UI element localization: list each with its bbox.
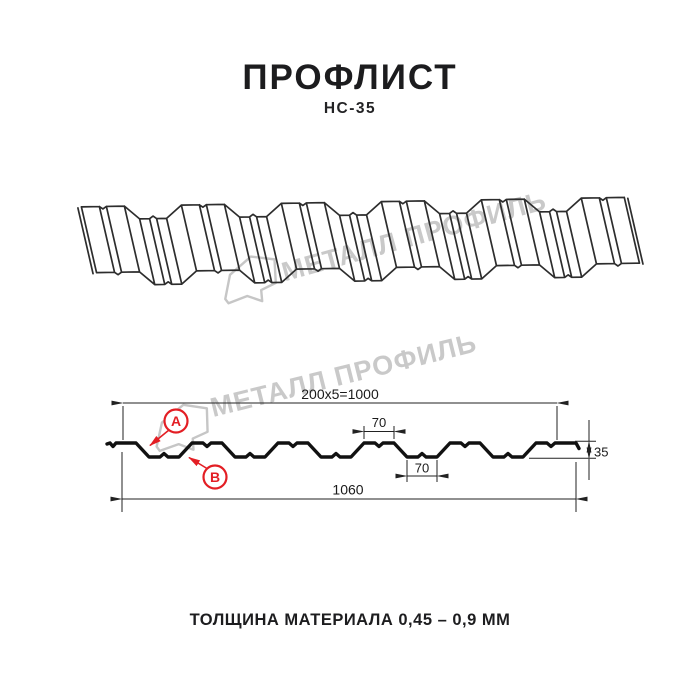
dim-label-total-width: 1060 xyxy=(332,482,363,498)
dimension-lines xyxy=(110,400,596,512)
dim-label-rib-bottom-width: 70 xyxy=(415,461,429,476)
callout-b-label: B xyxy=(210,469,220,485)
profile-3d-drawing xyxy=(77,196,644,286)
callout-a-label: A xyxy=(171,413,181,429)
callout-b: B xyxy=(188,456,228,490)
thickness-note: ТОЛЩИНА МАТЕРИАЛА 0,45 – 0,9 ММ xyxy=(189,611,511,629)
page-title: ПРОФЛИСТ xyxy=(242,58,458,97)
profile-3d-path xyxy=(77,196,644,286)
dim-label-rib-top-width: 70 xyxy=(372,415,386,430)
watermark-text: МЕТАЛЛ ПРОФИЛЬ xyxy=(207,328,480,423)
dim-label-height: 35 xyxy=(594,445,608,460)
dim-label-top-width: 200x5=1000 xyxy=(301,386,379,402)
metall-profil-logo-icon xyxy=(224,255,278,305)
watermark-top: МЕТАЛЛ ПРОФИЛЬ xyxy=(224,185,550,305)
cross-section-profile xyxy=(105,441,581,459)
callout-a: A xyxy=(149,408,189,447)
profile-model-subtitle: НС-35 xyxy=(323,100,377,117)
